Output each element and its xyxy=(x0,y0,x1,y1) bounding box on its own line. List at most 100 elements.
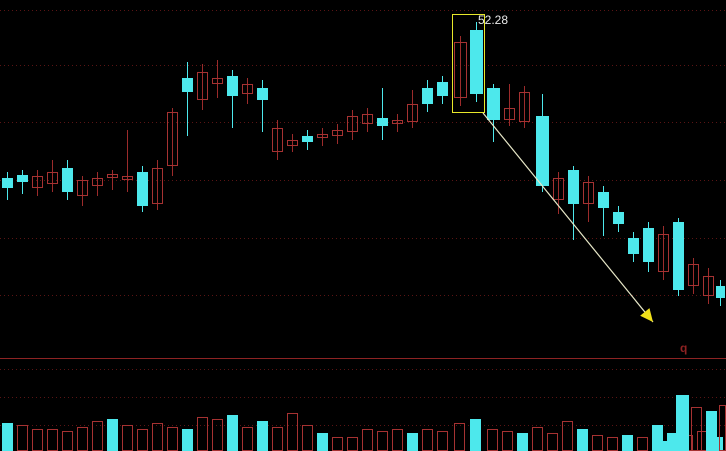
volume-bar xyxy=(712,437,723,451)
candle-body xyxy=(504,108,515,120)
volume-bar xyxy=(487,429,498,451)
volume-chart-panel[interactable] xyxy=(0,359,726,451)
volume-bar xyxy=(77,427,88,451)
candle-wick xyxy=(82,176,83,206)
volume-bar xyxy=(407,433,418,451)
candle-body xyxy=(122,176,133,180)
volume-bar xyxy=(347,437,358,451)
candle-wick xyxy=(37,170,38,196)
volume-bar xyxy=(167,427,178,451)
candle-wick xyxy=(460,36,461,106)
candle-body xyxy=(47,172,58,184)
candle-body xyxy=(688,264,699,286)
candle-body xyxy=(107,174,118,178)
candle-wick xyxy=(52,160,53,192)
candle-body xyxy=(583,182,594,204)
volume-bar xyxy=(107,419,118,451)
candle-body xyxy=(519,92,530,122)
candle-body xyxy=(347,116,358,132)
candle-wick xyxy=(97,172,98,196)
candlestick xyxy=(377,0,388,358)
volume-bar xyxy=(332,437,343,451)
volume-bar xyxy=(242,427,253,451)
candle-body xyxy=(257,88,268,100)
volume-bar xyxy=(212,419,223,451)
candle-wick xyxy=(382,88,383,140)
price-gridline-0 xyxy=(0,10,726,11)
candlestick xyxy=(628,0,639,358)
volume-bar xyxy=(62,431,73,451)
volume-bar xyxy=(182,429,193,451)
volume-bar xyxy=(92,421,103,451)
candlestick xyxy=(454,0,467,358)
candle-wick xyxy=(187,62,188,136)
q-text-marker: q xyxy=(680,341,688,355)
volume-bar xyxy=(607,437,618,451)
candlestick xyxy=(2,0,13,358)
candle-body xyxy=(152,168,163,204)
volume-bar xyxy=(227,415,238,451)
candle-body xyxy=(332,130,343,136)
volume-bar xyxy=(422,429,433,451)
volume-bar xyxy=(2,423,13,451)
candle-body xyxy=(568,170,579,204)
volume-bar xyxy=(302,425,313,451)
candlestick xyxy=(302,0,313,358)
candle-body xyxy=(227,76,238,96)
candle-wick xyxy=(352,110,353,140)
candle-body xyxy=(287,140,298,146)
volume-bar xyxy=(562,421,573,451)
candlestick xyxy=(107,0,118,358)
volume-gridline-2 xyxy=(0,425,726,426)
candle-wick xyxy=(22,170,23,194)
candlestick xyxy=(212,0,223,358)
volume-bar xyxy=(706,411,717,451)
candlestick xyxy=(77,0,88,358)
candle-wick xyxy=(663,226,664,280)
candlestick xyxy=(688,0,699,358)
candle-body xyxy=(17,175,28,182)
volume-gridline-1 xyxy=(0,397,726,398)
volume-bar xyxy=(652,425,663,451)
candlestick xyxy=(658,0,669,358)
volume-bar xyxy=(152,423,163,451)
candlestick xyxy=(197,0,208,358)
candlestick xyxy=(17,0,28,358)
volume-bar xyxy=(517,433,528,451)
candle-wick xyxy=(247,78,248,104)
panel-separator xyxy=(0,358,726,359)
candlestick xyxy=(392,0,403,358)
volume-bar xyxy=(622,435,633,451)
candle-body xyxy=(392,120,403,124)
price-chart-panel[interactable] xyxy=(0,0,726,358)
candle-wick xyxy=(172,108,173,176)
candle-wick xyxy=(217,60,218,98)
candle-wick xyxy=(708,268,709,304)
candlestick xyxy=(716,0,725,358)
candle-wick xyxy=(292,134,293,152)
candlestick xyxy=(598,0,609,358)
candle-body xyxy=(437,82,448,96)
candle-body xyxy=(673,222,684,290)
candle-body xyxy=(302,136,313,142)
candle-body xyxy=(487,88,500,120)
candlestick xyxy=(92,0,103,358)
volume-bar xyxy=(47,429,58,451)
candle-body xyxy=(362,114,373,124)
candle-body xyxy=(242,84,253,94)
candlestick xyxy=(536,0,549,358)
candle-body xyxy=(137,172,148,206)
candlestick xyxy=(152,0,163,358)
volume-bar xyxy=(667,433,678,451)
volume-bar xyxy=(377,431,388,451)
candle-body xyxy=(32,176,43,188)
candle-body xyxy=(77,180,88,196)
volume-bar xyxy=(719,405,726,451)
candle-body xyxy=(628,238,639,254)
candle-body xyxy=(407,104,418,122)
candle-body xyxy=(92,178,103,186)
candle-body xyxy=(197,72,208,100)
candlestick xyxy=(553,0,564,358)
candlestick xyxy=(519,0,530,358)
volume-bar xyxy=(32,429,43,451)
